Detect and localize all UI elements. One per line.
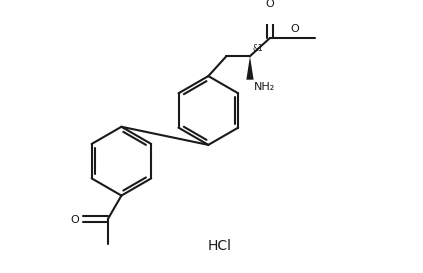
Text: HCl: HCl xyxy=(207,239,231,253)
Text: &1: &1 xyxy=(253,43,264,52)
Text: O: O xyxy=(70,215,79,225)
Text: O: O xyxy=(266,0,274,9)
Polygon shape xyxy=(246,56,254,80)
Text: O: O xyxy=(291,25,299,34)
Text: NH₂: NH₂ xyxy=(254,82,275,91)
